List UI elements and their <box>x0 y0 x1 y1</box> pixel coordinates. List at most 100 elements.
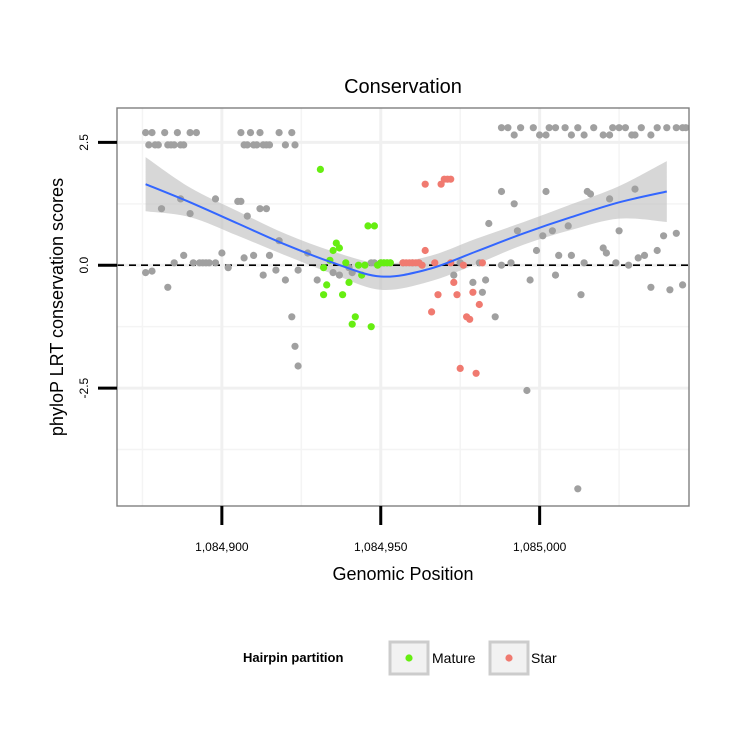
point-other <box>294 266 302 274</box>
point-other <box>567 251 576 259</box>
point-other <box>497 187 506 196</box>
point-star <box>431 259 439 267</box>
point-mature <box>361 261 369 269</box>
point-other <box>631 131 639 139</box>
point-other <box>211 259 220 267</box>
point-other <box>567 131 576 139</box>
point-other <box>517 124 525 132</box>
point-other <box>170 141 178 149</box>
point-star <box>428 308 436 316</box>
point-other <box>170 259 178 267</box>
point-other <box>672 229 680 237</box>
point-other <box>205 259 213 267</box>
point-other <box>574 485 582 493</box>
point-other <box>173 129 181 137</box>
point-other <box>281 276 289 284</box>
point-other <box>224 264 232 272</box>
point-star <box>421 246 429 255</box>
point-other <box>218 249 226 257</box>
point-other <box>148 129 156 137</box>
y-axis: -2.5 0.0 2.5 <box>77 134 117 398</box>
point-other <box>609 124 617 132</box>
point-other <box>189 259 197 267</box>
point-other <box>246 129 255 137</box>
point-other <box>634 254 642 262</box>
point-other <box>157 205 166 213</box>
point-other <box>653 246 661 255</box>
point-other <box>294 362 302 370</box>
point-other <box>590 124 598 132</box>
point-other <box>142 269 150 277</box>
point-other <box>637 124 645 132</box>
point-other <box>250 251 258 259</box>
point-other <box>507 259 515 267</box>
point-other <box>586 190 595 198</box>
point-other <box>548 227 557 235</box>
point-mature <box>316 165 324 173</box>
point-star <box>453 291 461 299</box>
point-other <box>291 141 299 149</box>
point-other <box>335 271 343 279</box>
point-other <box>526 276 534 284</box>
point-other <box>329 269 337 277</box>
point-other <box>265 251 274 259</box>
point-mature <box>370 222 378 230</box>
point-other <box>148 267 156 275</box>
point-other <box>551 271 560 279</box>
legend-entry-mature: Mature <box>388 640 476 676</box>
point-mature <box>345 278 353 286</box>
point-other <box>291 342 299 350</box>
point-other <box>253 141 261 149</box>
point-mature <box>367 323 375 331</box>
point-other <box>545 124 553 132</box>
x-tick-label: 1,085,000 <box>513 540 567 554</box>
point-mature <box>320 264 328 272</box>
point-other <box>660 232 668 240</box>
x-tick-label: 1,084,900 <box>195 540 249 554</box>
point-star <box>459 261 467 269</box>
point-other <box>647 131 655 139</box>
point-other <box>288 129 296 137</box>
point-other <box>679 281 687 289</box>
point-star <box>450 278 458 286</box>
y-tick-label: 0.0 <box>77 257 91 274</box>
point-other <box>523 386 531 395</box>
point-other <box>262 205 270 213</box>
point-other <box>180 141 188 149</box>
point-mature <box>320 291 328 299</box>
point-other <box>602 249 611 257</box>
point-other <box>555 251 563 259</box>
point-other <box>580 259 588 267</box>
point-other <box>653 124 661 132</box>
point-other <box>240 254 248 262</box>
point-star <box>456 364 464 372</box>
point-other <box>478 288 486 296</box>
point-other <box>237 129 245 137</box>
point-mature <box>329 246 337 255</box>
point-other <box>542 187 550 196</box>
point-other <box>497 261 506 269</box>
point-other <box>288 313 296 321</box>
point-other <box>272 266 280 274</box>
point-star <box>469 288 477 296</box>
point-other <box>577 291 585 299</box>
point-other <box>682 124 690 132</box>
point-other <box>142 129 150 137</box>
point-other <box>510 200 518 208</box>
point-other <box>256 129 264 137</box>
point-other <box>154 141 162 149</box>
point-mature <box>323 281 331 289</box>
point-other <box>192 129 200 137</box>
point-other <box>256 205 264 213</box>
point-other <box>497 124 506 132</box>
point-other <box>211 195 220 203</box>
point-other <box>625 261 633 269</box>
point-other <box>663 124 671 132</box>
point-other <box>510 131 518 139</box>
point-other <box>313 276 321 284</box>
point-other <box>275 129 283 137</box>
point-star <box>478 259 486 267</box>
point-other <box>542 131 550 139</box>
point-mature <box>354 261 363 269</box>
point-other <box>180 251 188 259</box>
